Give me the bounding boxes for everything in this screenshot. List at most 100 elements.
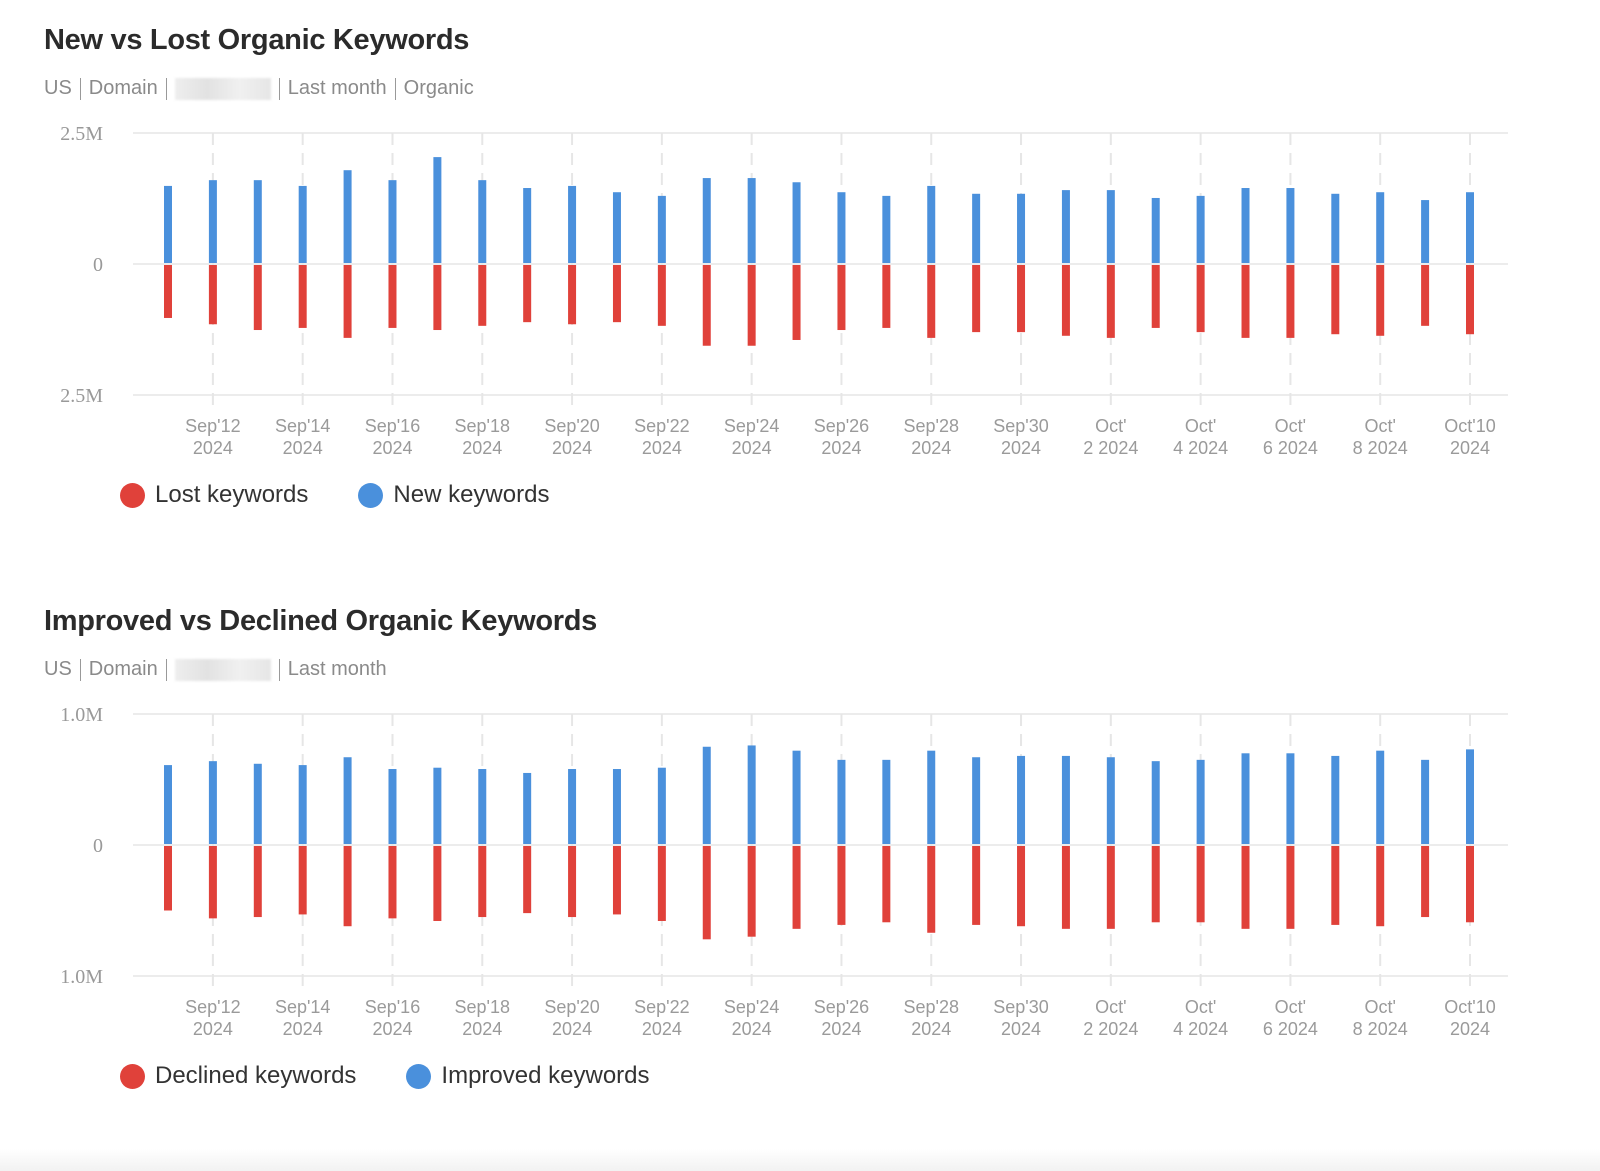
x-tick-label: Sep'22: [634, 997, 690, 1017]
x-tick-label-year: 2024: [283, 1019, 323, 1039]
negative-bar: [1061, 265, 1070, 336]
x-tick-label: Oct'10: [1444, 416, 1495, 436]
positive-bar: [1466, 749, 1474, 844]
positive-bar: [1106, 757, 1115, 844]
negative-bar: [837, 265, 846, 331]
x-tick-label-year: 2024: [1001, 438, 1041, 458]
x-tick-label: Sep'24: [724, 416, 780, 436]
legend-item-improved[interactable]: Improved keywords: [406, 1062, 650, 1090]
y-tick-label: 0: [93, 254, 103, 276]
chart-2-title: Improved vs Declined Organic Keywords: [44, 605, 597, 637]
negative-bar: [433, 846, 442, 921]
x-tick-label: Sep'12: [185, 997, 241, 1017]
negative-bar: [298, 265, 307, 328]
positive-bar: [1061, 755, 1070, 844]
negative-bar: [1241, 265, 1250, 338]
negative-bar: [927, 846, 936, 933]
negative-bar: [568, 846, 577, 918]
x-tick-label-year: 2024: [552, 1019, 592, 1039]
legend-item-declined[interactable]: Declined keywords: [120, 1062, 356, 1090]
x-tick-label: Oct': [1185, 997, 1216, 1017]
x-tick-label: Oct': [1095, 416, 1126, 436]
x-tick-label-year: 2024: [642, 1019, 682, 1039]
legend-item-lost[interactable]: Lost keywords: [120, 481, 308, 509]
y-tick-label: 2.5M: [60, 123, 103, 145]
filter-period[interactable]: Last month: [287, 658, 387, 680]
negative-bar: [208, 265, 217, 325]
negative-bar: [523, 265, 532, 323]
positive-bar: [1331, 755, 1340, 844]
x-tick-label: Oct': [1364, 997, 1395, 1017]
positive-bar: [972, 193, 981, 263]
negative-bar: [388, 846, 397, 919]
positive-bar: [1017, 755, 1026, 844]
negative-bar: [1017, 265, 1026, 333]
filter-database[interactable]: US: [44, 658, 72, 680]
x-tick-label-year: 2024: [642, 438, 682, 458]
negative-bar: [164, 846, 172, 911]
x-tick-label-year: 2024: [283, 438, 323, 458]
positive-bar: [1196, 195, 1205, 263]
negative-bar: [253, 265, 262, 331]
positive-bar: [747, 178, 756, 263]
filter-type[interactable]: Organic: [403, 77, 474, 99]
chart-2-filters: US Domain Last month: [44, 658, 387, 681]
filter-database[interactable]: US: [44, 77, 72, 99]
x-tick-label-year: 2024: [821, 438, 861, 458]
page-footer: [0, 1149, 1600, 1171]
negative-bar: [1331, 846, 1340, 925]
filter-scope[interactable]: Domain: [88, 77, 158, 99]
negative-bar: [343, 265, 352, 338]
x-tick-label: Sep'16: [365, 416, 421, 436]
x-tick-label-year: 2024: [732, 438, 772, 458]
x-tick-label-year: 2024: [732, 1019, 772, 1039]
positive-bar: [523, 188, 532, 263]
x-tick-label: Oct': [1275, 416, 1306, 436]
x-tick-label: Oct': [1364, 416, 1395, 436]
y-tick-label: 0: [93, 835, 103, 857]
x-tick-label: Sep'30: [993, 997, 1049, 1017]
x-tick-label-year: 8 2024: [1353, 1019, 1408, 1039]
chart-2-legend: Declined keywords Improved keywords: [120, 1062, 650, 1090]
redacted-domain: [174, 658, 271, 681]
x-tick-label: Sep'24: [724, 997, 780, 1017]
negative-bar: [657, 265, 666, 326]
negative-bar: [972, 846, 981, 925]
positive-bar: [1466, 192, 1474, 263]
x-tick-label-year: 8 2024: [1353, 438, 1408, 458]
positive-bar: [882, 195, 891, 263]
filter-period[interactable]: Last month: [287, 77, 387, 99]
positive-bar: [702, 178, 711, 263]
legend-item-new[interactable]: New keywords: [358, 481, 549, 509]
legend-label: New keywords: [393, 481, 550, 508]
negative-bar: [972, 265, 981, 333]
x-tick-label: Sep'28: [903, 997, 959, 1017]
positive-bar: [612, 192, 621, 263]
positive-bar: [837, 192, 846, 263]
negative-bar: [208, 846, 217, 919]
positive-bar: [1196, 759, 1205, 844]
x-tick-label: Sep'16: [365, 997, 421, 1017]
declined-dot-icon: [120, 1063, 145, 1089]
positive-bar: [657, 767, 666, 844]
negative-bar: [792, 846, 801, 929]
positive-bar: [388, 769, 397, 844]
positive-bar: [1241, 188, 1250, 263]
negative-bar: [523, 846, 532, 914]
positive-bar: [343, 757, 352, 844]
x-tick-label-year: 2024: [552, 438, 592, 458]
x-tick-label-year: 2 2024: [1083, 1019, 1138, 1039]
negative-bar: [1421, 265, 1430, 326]
negative-bar: [1151, 265, 1160, 328]
negative-bar: [612, 265, 621, 323]
lost-dot-icon: [120, 482, 145, 508]
positive-bar: [1151, 197, 1160, 263]
positive-bar: [1151, 761, 1160, 844]
positive-bar: [1421, 759, 1430, 844]
x-tick-label: Sep'20: [544, 997, 600, 1017]
negative-bar: [747, 265, 756, 346]
positive-bar: [1061, 190, 1070, 263]
filter-scope[interactable]: Domain: [88, 658, 158, 680]
divider: [165, 77, 167, 100]
divider: [394, 77, 396, 100]
